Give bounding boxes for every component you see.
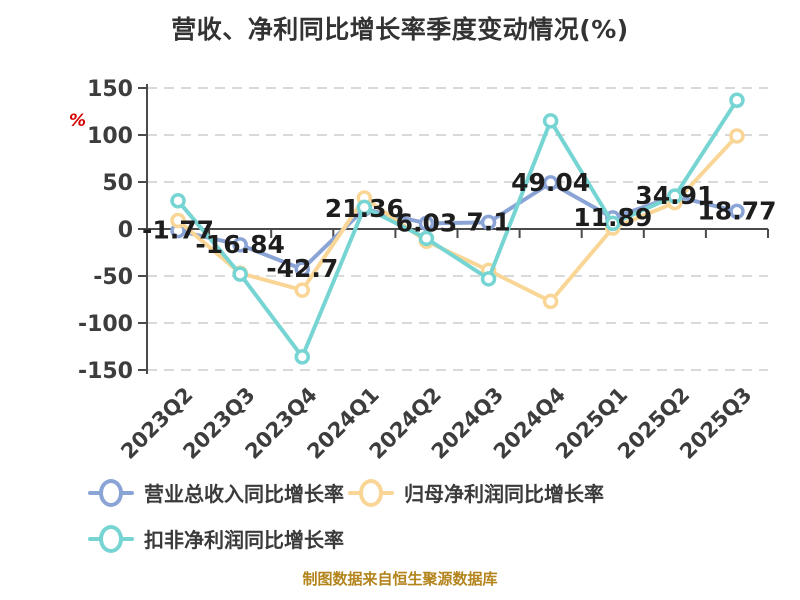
- y-axis-unit-label: %: [69, 111, 87, 131]
- series-1: [170, 128, 745, 310]
- gridlines: [147, 87, 768, 371]
- legend-item-parent-net-profit-growth[interactable]: 归母净利润同比增长率: [348, 478, 604, 507]
- data-label: -16.84: [195, 230, 284, 259]
- data-point: [605, 215, 621, 232]
- data-point: [294, 282, 310, 298]
- y-tick-label: 150: [87, 77, 133, 102]
- y-tick-label: 100: [87, 124, 133, 149]
- legend-label: 营业总收入同比增长率: [144, 482, 344, 506]
- data-point: [294, 349, 310, 365]
- y-tick-label: -100: [78, 312, 133, 337]
- line-chart: 150 100 50 0 -50 -100 -1502023Q22023Q32023Q420…: [78, 77, 777, 464]
- data-label: 7.1: [466, 207, 510, 236]
- data-label: -1.77: [142, 216, 214, 245]
- x-axis-labels: 2023Q22023Q32023Q42024Q12024Q22024Q32024…: [116, 383, 756, 464]
- data-point: [729, 203, 745, 220]
- data-label: 11.89: [573, 203, 652, 232]
- y-tick-label: -50: [93, 265, 133, 290]
- series-0: [170, 175, 745, 277]
- data-point: [170, 212, 186, 229]
- data-label: -42.7: [266, 254, 338, 283]
- data-point: [418, 230, 435, 247]
- data-labels: -1.77-16.84-42.7 21.366.03 7.149.04 11.8934…: [142, 168, 776, 283]
- data-point: [667, 188, 683, 204]
- legend-item-total-revenue-growth[interactable]: 营业总收入同比增长率: [88, 478, 344, 507]
- data-label: 18.77: [697, 196, 776, 225]
- data-point: [418, 215, 435, 232]
- data-point: [542, 113, 559, 129]
- data-point: [542, 293, 559, 310]
- data-point: [480, 214, 497, 231]
- y-tick-label: -150: [78, 359, 133, 384]
- y-tick-label: 0: [118, 218, 133, 243]
- axes: 150 100 50 0 -50 -100 -150: [78, 77, 769, 384]
- data-label: 6.03: [396, 208, 458, 237]
- data-point: [232, 266, 248, 282]
- data-label: 34.91: [635, 181, 714, 210]
- data-point: [232, 237, 248, 253]
- data-label: 49.04: [511, 168, 590, 197]
- series-2: [170, 92, 745, 365]
- legend-marker-line-dot: [88, 524, 134, 553]
- legend-label: 扣非净利润同比增长率: [144, 528, 344, 552]
- legend-marker-line-dot: [348, 478, 394, 507]
- chart-title: 营收、净利同比增长率季度变动情况(%): [171, 15, 629, 44]
- legend-label: 归母净利润同比增长率: [404, 482, 604, 506]
- data-point: [170, 193, 186, 209]
- data-label: 21.36: [325, 194, 404, 223]
- data-point: [729, 92, 745, 108]
- legend-item-non-recurring-net-profit-growth[interactable]: 扣非净利润同比增长率: [88, 524, 344, 553]
- legend-marker-line-dot: [88, 478, 134, 507]
- data-point: [729, 128, 745, 144]
- data-point: [480, 271, 497, 287]
- data-point: [356, 199, 373, 216]
- data-point: [294, 261, 310, 277]
- y-tick-label: 50: [102, 171, 133, 196]
- data-point: [542, 175, 559, 191]
- data-source-note: 制图数据来自恒生聚源数据库: [302, 570, 498, 588]
